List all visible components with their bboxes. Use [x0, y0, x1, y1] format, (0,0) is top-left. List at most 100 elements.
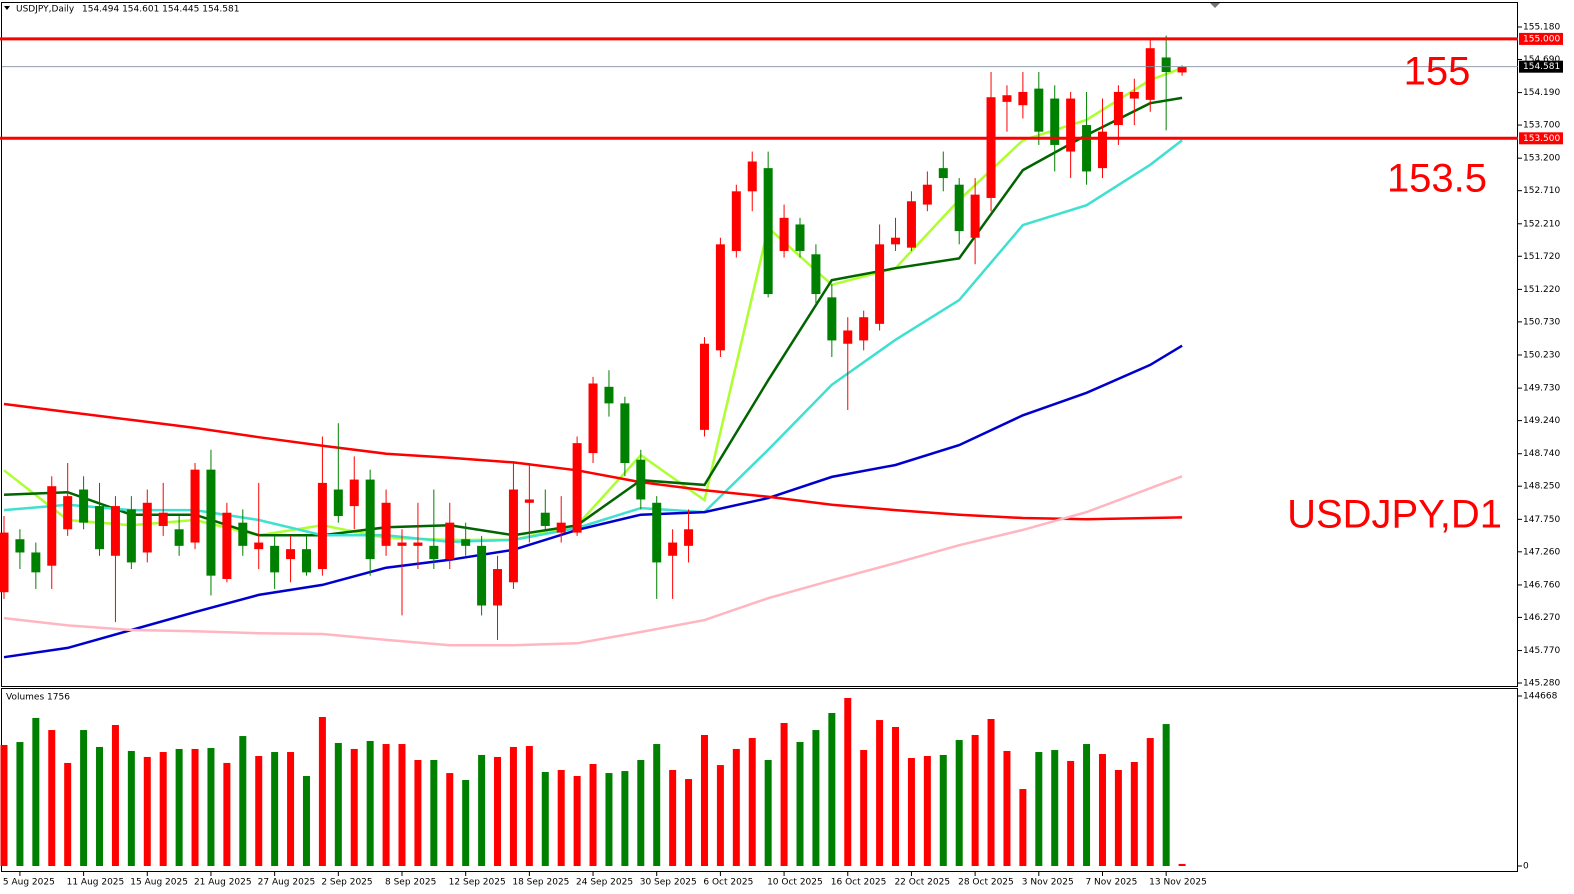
level-box [1519, 132, 1563, 145]
volume-bar [557, 769, 565, 866]
volume-bar [621, 771, 629, 866]
volume-bar [127, 750, 135, 866]
candle-body [795, 224, 805, 251]
x-tick-label: 12 Sep 2025 [449, 878, 506, 888]
candle-body [222, 512, 232, 579]
candle-body [636, 459, 646, 500]
panel-title: Volumes 1756 [6, 693, 70, 703]
volume-bar [302, 775, 310, 866]
volume-bar [525, 746, 533, 866]
annotation: USDJPY,D1 [1287, 493, 1502, 537]
price-panel-frame [1, 2, 1518, 687]
volume-bar [350, 748, 358, 866]
x-tick-label: 8 Sep 2025 [385, 878, 436, 888]
volume-bar [334, 742, 342, 866]
candle-body [270, 545, 280, 573]
y-tick-label: 0 [1523, 862, 1529, 872]
candle-body [779, 217, 789, 251]
y-tick-label: 147.750 [1523, 515, 1560, 525]
x-tick-label: 15 Aug 2025 [130, 878, 188, 888]
candle-body [891, 237, 901, 245]
volume-bar [860, 750, 868, 866]
volume-bar [446, 773, 454, 866]
candle-body [349, 479, 359, 507]
volume-bar [1083, 744, 1091, 866]
candle-body [715, 244, 725, 351]
volume-bar [653, 744, 661, 866]
x-tick-label: 7 Nov 2025 [1085, 878, 1137, 888]
y-tick-label: 150.230 [1523, 351, 1560, 361]
candle-body [110, 506, 120, 556]
candle-body [206, 469, 216, 576]
volume-bar [1162, 724, 1170, 866]
moving-average [3, 475, 1183, 647]
volume-bar [207, 748, 215, 866]
moving-average [3, 402, 1183, 521]
x-tick-label: 3 Nov 2025 [1022, 878, 1074, 888]
candle-body [668, 542, 678, 556]
x-tick-label: 24 Sep 2025 [576, 878, 633, 888]
candle-body [572, 443, 582, 533]
y-tick-label: 150.730 [1523, 317, 1560, 327]
x-tick-label: 28 Oct 2025 [958, 878, 1014, 888]
candle-body [413, 542, 423, 546]
volume-bar [159, 752, 167, 866]
candle-body [540, 512, 550, 526]
x-tick-label: 30 Sep 2025 [640, 878, 697, 888]
volume-bar [573, 775, 581, 866]
candle-body [317, 482, 327, 570]
volume-bar [796, 742, 804, 866]
volume-bar [923, 756, 931, 866]
x-tick-label: 22 Oct 2025 [894, 878, 950, 888]
volume-bar [239, 736, 247, 866]
candle-body [1145, 48, 1155, 100]
candle-body [1113, 91, 1123, 126]
volume-bar [96, 746, 104, 866]
volume-bar [287, 752, 295, 866]
y-tick-label: 147.260 [1523, 547, 1560, 557]
volume-bar [685, 779, 693, 866]
x-tick-label: 16 Oct 2025 [831, 878, 887, 888]
y-tick-label: 155.180 [1523, 22, 1560, 32]
current-price-label: 154.581 [1523, 62, 1560, 72]
candle-body [445, 522, 455, 560]
candle-body [1177, 66, 1187, 73]
volume-bar [191, 748, 199, 866]
x-tick-label: 2 Sep 2025 [321, 878, 372, 888]
candle-body [859, 317, 869, 341]
y-tick-label: 154.190 [1523, 88, 1560, 98]
volume-bar [143, 756, 151, 866]
candle-body [1082, 125, 1092, 172]
candle-body [95, 506, 105, 550]
volume-bar [1051, 750, 1059, 866]
menu-icon[interactable] [4, 6, 10, 10]
candle-body [142, 502, 152, 553]
y-tick-label: 146.760 [1523, 580, 1560, 590]
x-tick-label: 21 Aug 2025 [194, 878, 252, 888]
level-box [1519, 32, 1563, 45]
candle-body [461, 539, 471, 546]
candle-body [970, 194, 980, 238]
volume-bar [828, 713, 836, 866]
candle-body [365, 479, 375, 560]
moving-average [3, 344, 1183, 659]
y-tick-label: 146.270 [1523, 613, 1560, 623]
volume-bar [971, 734, 979, 866]
volume-bar [430, 760, 438, 866]
volume-bar [637, 760, 645, 866]
y-tick-label: 152.210 [1523, 219, 1560, 229]
shift-marker [1210, 3, 1220, 8]
y-tick-label: 151.220 [1523, 285, 1560, 295]
volume-bar [844, 697, 852, 866]
candle-body [684, 529, 694, 546]
candle-body [174, 529, 184, 546]
candle-body [1034, 88, 1044, 132]
level-label: 155.000 [1523, 34, 1560, 44]
volume-bar [414, 760, 422, 866]
volume-bar [748, 738, 756, 866]
volume-bar [1098, 754, 1106, 866]
candle-body [763, 168, 773, 295]
y-tick-label: 145.280 [1523, 679, 1560, 689]
